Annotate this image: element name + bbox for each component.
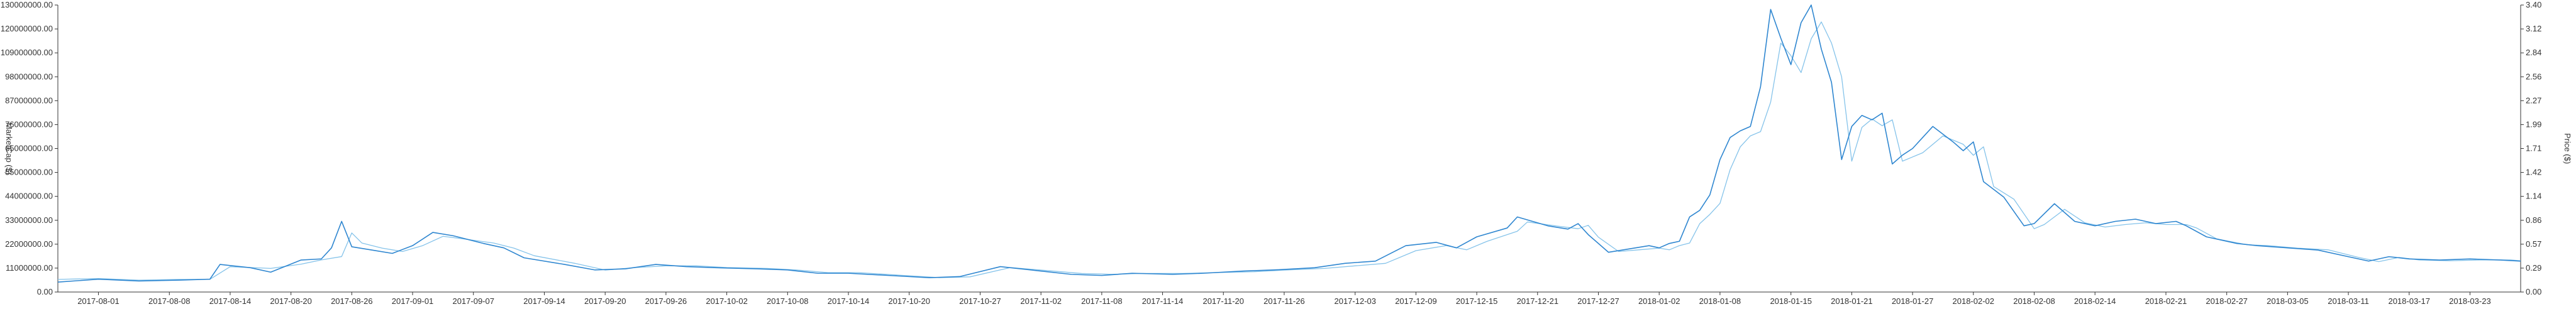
x-axis-tick-label: 2017-12-03 (1334, 296, 1376, 306)
x-axis-tick-label: 2018-03-05 (2267, 296, 2309, 306)
x-axis-tick-label: 2017-08-14 (209, 296, 252, 306)
x-axis-tick-label: 2018-01-08 (1699, 296, 1741, 306)
x-axis-tick-label: 2017-11-20 (1202, 296, 1244, 306)
x-axis-tick-label: 2018-01-15 (1770, 296, 1812, 306)
left-axis-tick-label: 87000000.00 (5, 95, 53, 105)
left-axis-ticks: 0.00 11000000.00 22000000.00 33000000.00 440… (1, 0, 58, 296)
right-axis-tick-label: 2.56 (2526, 72, 2541, 81)
x-axis-tick-label: 2017-08-01 (77, 296, 119, 306)
x-axis-tick-label: 2018-01-27 (1892, 296, 1934, 306)
x-axis-tick-label: 2018-01-21 (1831, 296, 1873, 306)
right-axis-tick-label: 2.27 (2526, 95, 2541, 105)
x-axis-tick-label: 2018-02-21 (2145, 296, 2187, 306)
left-axis-tick-label: 130000000.00 (1, 0, 53, 9)
x-axis-tick-label: 2018-03-17 (2388, 296, 2430, 306)
x-axis-tick-label: 2018-02-14 (2074, 296, 2116, 306)
x-axis-tick-label: 2017-09-01 (392, 296, 434, 306)
left-axis-tick-label: 98000000.00 (5, 72, 53, 81)
market-cap-series-line (57, 4, 2521, 283)
right-axis-tick-label: 2.84 (2526, 48, 2541, 57)
x-axis-tick-label: 2017-11-26 (1263, 296, 1305, 306)
right-axis-ticks: 0.00 0.29 0.57 0.86 1.14 1.42 1.71 1.99 2.27 2.56… (2521, 0, 2541, 296)
plot-area (57, 4, 2521, 283)
x-axis-tick-label: 2018-01-02 (1638, 296, 1680, 306)
x-axis-tick-label: 2017-10-14 (828, 296, 870, 306)
right-axis-tick-label: 1.42 (2526, 168, 2541, 177)
x-axis-tick-label: 2017-10-08 (767, 296, 809, 306)
right-axis-tick-label: 0.86 (2526, 215, 2541, 225)
left-axis-tick-label: 44000000.00 (5, 192, 53, 201)
x-axis-tick-label: 2018-02-02 (1953, 296, 1995, 306)
x-axis-tick-label: 2017-10-20 (888, 296, 930, 306)
left-axis-tick-label: 55000000.00 (5, 168, 53, 177)
left-axis-tick-label: 22000000.00 (5, 239, 53, 249)
x-axis-tick-label: 2017-11-08 (1081, 296, 1123, 306)
right-axis-tick-label: 3.40 (2526, 0, 2541, 9)
left-axis-tick-label: 120000000.00 (1, 24, 53, 33)
left-axis-tick-label: 76000000.00 (5, 119, 53, 129)
x-axis-tick-label: 2017-09-14 (523, 296, 565, 306)
x-axis-tick-label: 2017-12-09 (1395, 296, 1437, 306)
x-axis-tick-label: 2017-10-02 (706, 296, 748, 306)
right-axis-tick-label: 1.14 (2526, 192, 2541, 201)
right-axis-tick-label: 3.12 (2526, 24, 2541, 33)
price-series-line (57, 21, 2521, 281)
x-axis-ticks: 2017-08-01 2017-08-08 2017-08-14 2017-08-20… (77, 292, 2491, 306)
left-axis-tick-label: 33000000.00 (5, 215, 53, 225)
left-axis-tick-label: 0.00 (37, 287, 53, 296)
x-axis-tick-label: 2017-09-07 (452, 296, 494, 306)
x-axis-tick-label: 2017-10-27 (959, 296, 1001, 306)
x-axis-tick-label: 2018-02-08 (2013, 296, 2055, 306)
x-axis-tick-label: 2017-12-15 (1456, 296, 1498, 306)
right-axis-tick-label: 0.00 (2526, 287, 2541, 296)
right-axis: 0.00 0.29 0.57 0.86 1.14 1.42 1.71 1.99 2.27 2.56… (2520, 0, 2572, 296)
x-axis-tick-label: 2017-08-26 (331, 296, 373, 306)
x-axis-tick-label: 2018-02-27 (2206, 296, 2248, 306)
x-axis-tick-label: 2017-09-26 (645, 296, 687, 306)
x-axis-tick-label: 2017-11-14 (1142, 296, 1184, 306)
x-axis-tick-label: 2017-11-02 (1020, 296, 1062, 306)
left-axis-tick-label: 65000000.00 (5, 144, 53, 153)
right-axis-tick-label: 1.71 (2526, 144, 2541, 153)
left-axis-tick-label: 109000000.00 (1, 48, 53, 57)
right-axis-title: Price ($) (2563, 133, 2572, 164)
x-axis-tick-label: 2018-03-23 (2449, 296, 2491, 306)
x-axis-tick-label: 2018-03-11 (2328, 296, 2369, 306)
left-axis: 0.00 11000000.00 22000000.00 33000000.00 440… (1, 0, 58, 296)
x-axis-tick-label: 2017-08-20 (270, 296, 312, 306)
left-axis-tick-label: 11000000.00 (6, 263, 53, 273)
x-axis-tick-label: 2017-12-27 (1577, 296, 1619, 306)
x-axis-tick-label: 2017-12-21 (1517, 296, 1559, 306)
right-axis-tick-label: 0.29 (2526, 263, 2541, 273)
right-axis-tick-label: 0.57 (2526, 239, 2541, 249)
right-axis-tick-label: 1.99 (2526, 119, 2541, 129)
x-axis-tick-label: 2017-08-08 (148, 296, 191, 306)
x-axis-tick-label: 2017-09-20 (584, 296, 626, 306)
x-axis: 2017-08-01 2017-08-08 2017-08-14 2017-08-20… (58, 291, 2521, 306)
left-axis-title: MarketCap ($) (4, 122, 14, 175)
